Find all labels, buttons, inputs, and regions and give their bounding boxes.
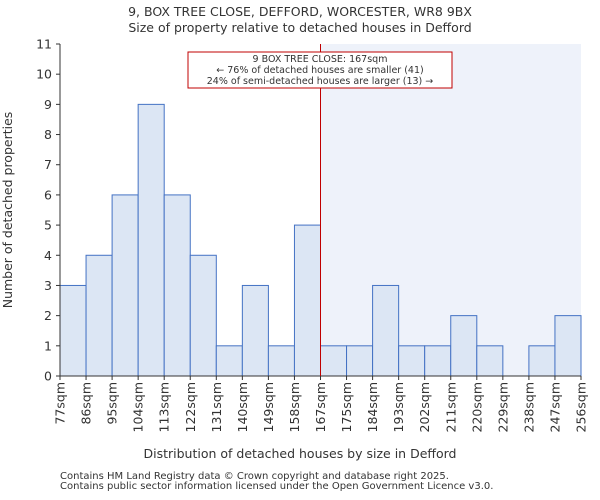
bar-238sqm [528, 345, 556, 377]
y-tick-label: 6 [44, 187, 52, 202]
x-tick-label: 211sqm [443, 382, 458, 432]
x-axis-ticks: 77sqm 86sqm 95sqm 104sqm 113sqm 122sqm 131sqm 1… [53, 376, 589, 432]
x-tick-label: 193sqm [391, 382, 406, 432]
x-tick-label: 140sqm [235, 382, 250, 432]
bar-104sqm [137, 103, 165, 377]
y-tick-label: 7 [44, 157, 52, 172]
x-tick-label: 175sqm [339, 382, 354, 432]
y-tick-label: 4 [44, 248, 52, 263]
bar-122sqm [189, 254, 217, 377]
bar-131sqm [215, 345, 243, 377]
annotation-line-3: 24% of semi-detached houses are larger (… [207, 76, 434, 87]
bar-211sqm [450, 315, 478, 377]
x-tick-label: 247sqm [547, 382, 562, 432]
footer-line-2: Contains public sector information licen… [60, 481, 494, 492]
bar-184sqm [372, 284, 400, 377]
x-tick-label: 113sqm [157, 382, 172, 432]
x-tick-label: 104sqm [131, 382, 146, 432]
bar-202sqm [424, 345, 452, 377]
bar-86sqm [85, 254, 113, 377]
x-tick-label: 158sqm [287, 382, 302, 432]
x-tick-label: 149sqm [261, 382, 276, 432]
bar-158sqm [293, 224, 322, 377]
bar-95sqm [111, 194, 139, 377]
y-tick-label: 3 [44, 278, 52, 293]
bars [59, 103, 582, 377]
footer-line-1: Contains HM Land Registry data © Crown c… [60, 471, 449, 482]
x-tick-label: 77sqm [53, 382, 68, 425]
y-tick-label: 8 [44, 127, 52, 142]
bar-149sqm [267, 345, 295, 377]
chart-subtitle: Size of property relative to detached ho… [128, 20, 471, 35]
x-tick-label: 122sqm [183, 382, 198, 432]
x-tick-label: 229sqm [495, 382, 510, 432]
bar-167sqm [320, 345, 348, 377]
y-tick-label: 11 [36, 37, 52, 52]
x-tick-label: 202sqm [417, 382, 432, 432]
chart-title: 9, BOX TREE CLOSE, DEFFORD, WORCESTER, W… [128, 4, 472, 19]
bar-113sqm [163, 194, 191, 377]
bar-175sqm [346, 345, 374, 377]
bar-247sqm [554, 315, 582, 377]
x-tick-label: 86sqm [79, 382, 94, 425]
y-axis-ticks: 0 1 2 3 4 5 6 7 8 9 10 11 [36, 37, 60, 384]
y-tick-label: 9 [44, 97, 52, 112]
bar-140sqm [241, 284, 269, 377]
x-tick-label: 167sqm [313, 382, 328, 432]
annotation-box: 9 BOX TREE CLOSE: 167sqm ← 76% of detach… [187, 51, 453, 89]
y-axis-label: Number of detached properties [0, 112, 15, 309]
annotation-line-2: ← 76% of detached houses are smaller (41… [216, 65, 423, 76]
bar-193sqm [398, 345, 426, 377]
y-tick-label: 2 [44, 308, 52, 323]
x-tick-label: 220sqm [469, 382, 484, 432]
bar-220sqm [476, 345, 504, 377]
annotation-line-1: 9 BOX TREE CLOSE: 167sqm [253, 54, 388, 65]
y-tick-label: 0 [44, 369, 52, 384]
x-tick-label: 131sqm [209, 382, 224, 432]
x-axis-label: Distribution of detached houses by size … [144, 446, 457, 461]
x-tick-label: 184sqm [365, 382, 380, 432]
bar-77sqm [59, 284, 87, 377]
y-tick-label: 10 [36, 67, 52, 82]
annotation-frame [187, 51, 453, 89]
x-tick-label: 95sqm [105, 382, 120, 425]
x-tick-label: 256sqm [574, 382, 589, 432]
x-tick-label: 238sqm [521, 382, 536, 432]
y-tick-label: 5 [44, 218, 52, 233]
y-tick-label: 1 [44, 338, 52, 353]
